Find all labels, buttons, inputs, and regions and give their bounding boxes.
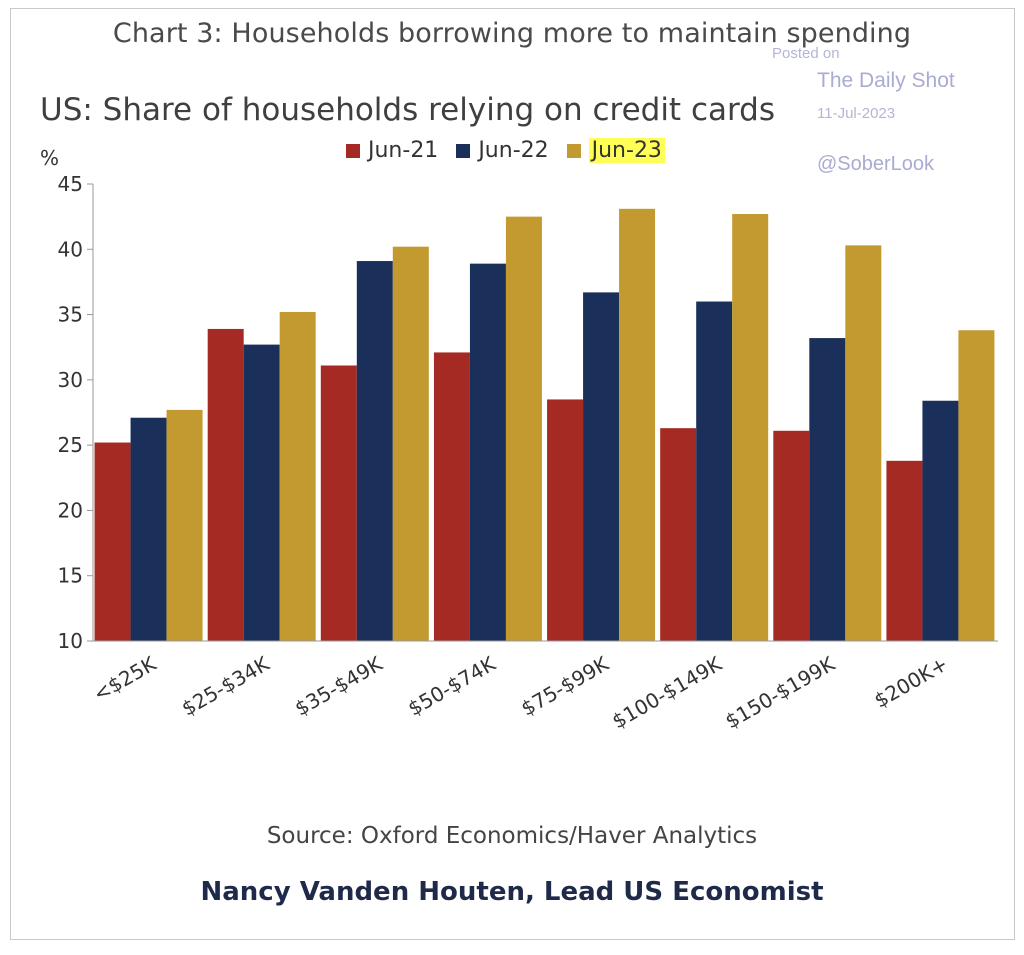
bar-jun-23 (619, 208, 656, 641)
bar-jun-22 (469, 263, 506, 641)
legend-label-jun-22: Jun-22 (478, 138, 549, 163)
legend-label-jun-23: Jun-23 (588, 138, 665, 163)
bar-jun-23 (279, 311, 316, 641)
y-tick-label: 30 (58, 368, 83, 392)
legend-swatch-jun-23 (566, 143, 581, 158)
bar-jun-21 (433, 352, 470, 641)
legend-item-jun-21: Jun-21 (346, 138, 438, 163)
bar-jun-21 (773, 430, 810, 641)
bar-jun-23 (958, 330, 995, 641)
x-tick-label: $75-$99K (517, 651, 613, 721)
bar-jun-22 (130, 417, 167, 641)
bar-jun-23 (166, 409, 203, 641)
bar-jun-22 (583, 292, 620, 641)
watermark-posted: Posted on (772, 45, 840, 62)
x-tick-label: <$25K (89, 651, 161, 706)
bar-jun-23 (845, 245, 882, 641)
x-tick-label: $50-$74K (404, 651, 500, 721)
y-tick-label: 45 (58, 172, 83, 196)
y-tick-label: 25 (58, 433, 83, 457)
chart-title: US: Share of households relying on credi… (40, 92, 776, 128)
bar-jun-22 (922, 400, 959, 641)
bar-jun-21 (886, 460, 923, 641)
y-tick-label: 35 (58, 303, 83, 327)
bar-jun-21 (660, 428, 697, 641)
x-tick-label: $100-$149K (608, 651, 727, 733)
legend-item-jun-23: Jun-23 (566, 138, 665, 163)
watermark-handle: @SoberLook (817, 153, 935, 175)
y-tick-label: 15 (58, 564, 83, 588)
chart-heading: Chart 3: Households borrowing more to ma… (112, 18, 912, 49)
x-tick-label: $150-$199K (721, 651, 840, 733)
bar-jun-21 (320, 365, 357, 641)
y-tick-label: 40 (58, 237, 83, 261)
x-tick-label: $35-$49K (291, 651, 387, 721)
watermark-site: The Daily Shot (817, 69, 955, 92)
y-tick-label: 10 (58, 629, 83, 653)
y-tick-label: 20 (58, 498, 83, 522)
legend-label-jun-21: Jun-21 (368, 138, 439, 163)
bar-jun-22 (356, 261, 393, 641)
legend-swatch-jun-21 (346, 143, 360, 158)
chart-legend: Jun-21 Jun-22 Jun-23 (346, 138, 683, 163)
source-note: Source: Oxford Economics/Haver Analytics (266, 823, 758, 849)
legend-item-jun-22: Jun-22 (456, 138, 549, 163)
x-tick-label: $200K+ (870, 652, 952, 713)
legend-swatch-jun-22 (456, 143, 471, 158)
y-axis-unit: % (40, 146, 60, 170)
bar-jun-22 (243, 344, 280, 641)
bar-jun-22 (696, 301, 733, 641)
author-credit: Nancy Vanden Houten, Lead US Economist (200, 877, 824, 907)
bar-jun-23 (732, 214, 769, 641)
bar-jun-21 (547, 399, 584, 641)
bar-jun-23 (505, 216, 542, 641)
bar-jun-21 (207, 328, 244, 641)
x-tick-label: $25-$34K (177, 651, 273, 721)
watermark-date: 11-Jul-2023 (817, 105, 896, 122)
bar-jun-23 (392, 246, 429, 641)
bar-jun-21 (94, 442, 131, 641)
bar-jun-22 (809, 338, 846, 641)
